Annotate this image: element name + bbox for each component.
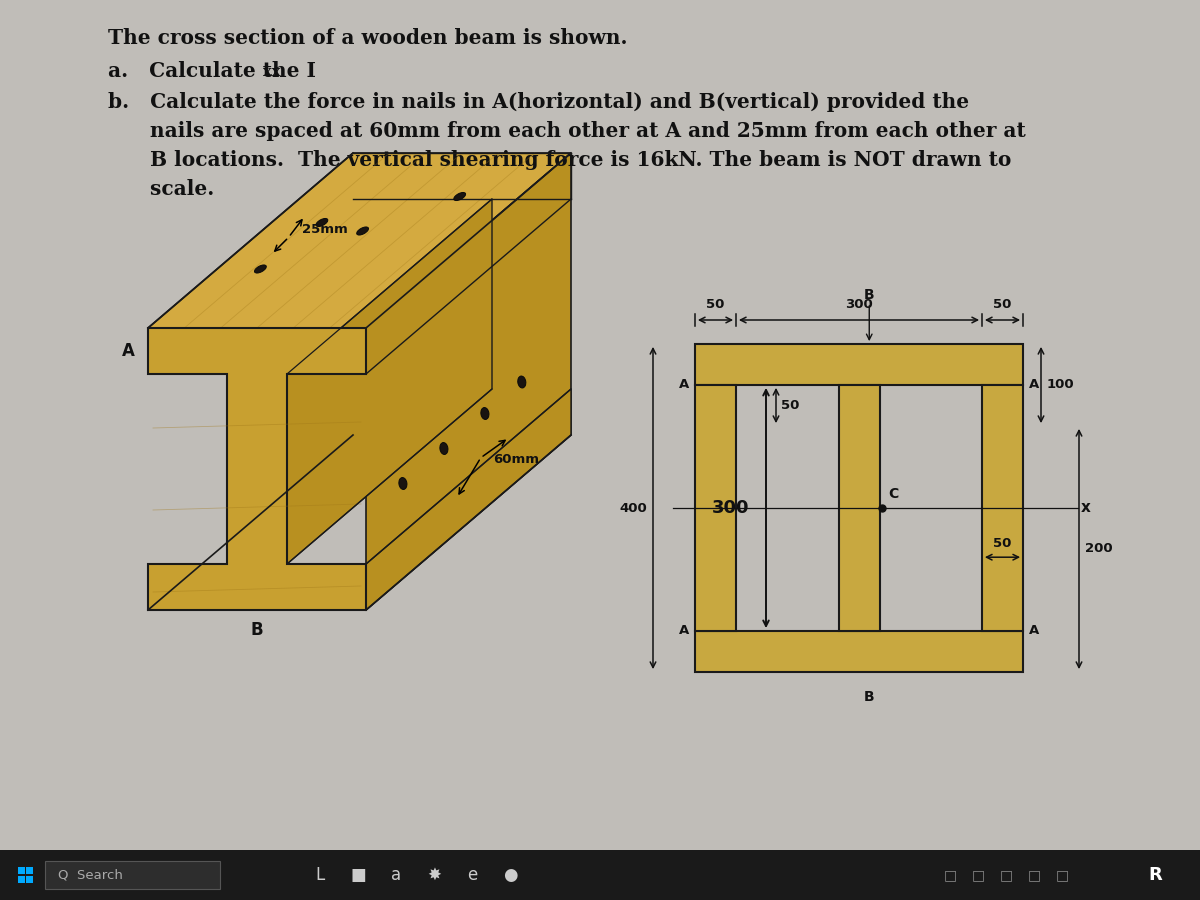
Ellipse shape bbox=[481, 408, 488, 419]
Bar bbox=[695, 631, 1022, 672]
Bar bbox=[46, 861, 220, 889]
Text: a: a bbox=[391, 866, 401, 884]
Text: ✸: ✸ bbox=[427, 866, 440, 884]
Bar bbox=[982, 385, 1022, 631]
Text: L: L bbox=[316, 866, 325, 884]
Ellipse shape bbox=[440, 443, 448, 454]
Text: B: B bbox=[251, 621, 263, 639]
Text: 400: 400 bbox=[619, 501, 647, 515]
Bar bbox=[695, 344, 1022, 385]
Ellipse shape bbox=[454, 193, 466, 201]
Ellipse shape bbox=[398, 478, 407, 490]
Text: 25mm: 25mm bbox=[301, 223, 348, 236]
Text: 50: 50 bbox=[707, 298, 725, 311]
Text: 50: 50 bbox=[781, 399, 799, 412]
Text: □: □ bbox=[972, 868, 984, 882]
Text: B: B bbox=[864, 288, 875, 302]
Ellipse shape bbox=[316, 219, 328, 227]
Ellipse shape bbox=[356, 227, 368, 235]
Bar bbox=[18, 867, 25, 874]
Text: Q  Search: Q Search bbox=[58, 868, 122, 881]
Text: □: □ bbox=[1000, 868, 1013, 882]
Text: xx: xx bbox=[263, 65, 281, 79]
Text: 300: 300 bbox=[845, 298, 872, 311]
Text: x: x bbox=[1081, 500, 1091, 516]
Bar bbox=[839, 385, 880, 631]
Text: 100: 100 bbox=[1046, 379, 1075, 392]
Polygon shape bbox=[287, 199, 492, 564]
Text: A: A bbox=[121, 342, 134, 360]
Polygon shape bbox=[353, 153, 571, 199]
Text: B locations.  The vertical shearing force is 16kN. The beam is NOT drawn to: B locations. The vertical shearing force… bbox=[108, 150, 1012, 170]
Polygon shape bbox=[148, 153, 571, 328]
Text: 60mm: 60mm bbox=[493, 454, 539, 466]
Polygon shape bbox=[366, 389, 571, 610]
Ellipse shape bbox=[254, 265, 266, 273]
Text: ■: ■ bbox=[350, 866, 366, 884]
Text: The cross section of a wooden beam is shown.: The cross section of a wooden beam is sh… bbox=[108, 28, 628, 48]
Text: 300: 300 bbox=[713, 499, 750, 517]
Text: C: C bbox=[888, 487, 899, 501]
Text: scale.: scale. bbox=[108, 179, 215, 199]
Polygon shape bbox=[148, 328, 366, 610]
Bar bbox=[26, 867, 34, 874]
Text: A: A bbox=[1030, 625, 1039, 637]
Text: 50: 50 bbox=[994, 537, 1012, 550]
Bar bbox=[18, 876, 25, 883]
Ellipse shape bbox=[517, 376, 526, 388]
Bar bbox=[0, 850, 1200, 900]
Bar bbox=[695, 385, 736, 631]
Text: R: R bbox=[1148, 866, 1162, 884]
Text: 50: 50 bbox=[994, 298, 1012, 311]
Text: b.   Calculate the force in nails in A(horizontal) and B(vertical) provided the: b. Calculate the force in nails in A(hor… bbox=[108, 92, 970, 112]
Text: A: A bbox=[1028, 379, 1039, 392]
Text: B: B bbox=[864, 690, 875, 704]
Text: a.   Calculate the I: a. Calculate the I bbox=[108, 61, 316, 81]
Text: ●: ● bbox=[503, 866, 517, 884]
Text: □: □ bbox=[1027, 868, 1040, 882]
Text: A: A bbox=[679, 379, 689, 392]
Text: A: A bbox=[679, 625, 689, 637]
Text: 200: 200 bbox=[1085, 543, 1112, 555]
Text: □: □ bbox=[1056, 868, 1068, 882]
Text: e: e bbox=[467, 866, 478, 884]
Text: □: □ bbox=[943, 868, 956, 882]
Polygon shape bbox=[366, 153, 571, 610]
Text: nails are spaced at 60mm from each other at A and 25mm from each other at: nails are spaced at 60mm from each other… bbox=[108, 121, 1026, 141]
Bar bbox=[26, 876, 34, 883]
